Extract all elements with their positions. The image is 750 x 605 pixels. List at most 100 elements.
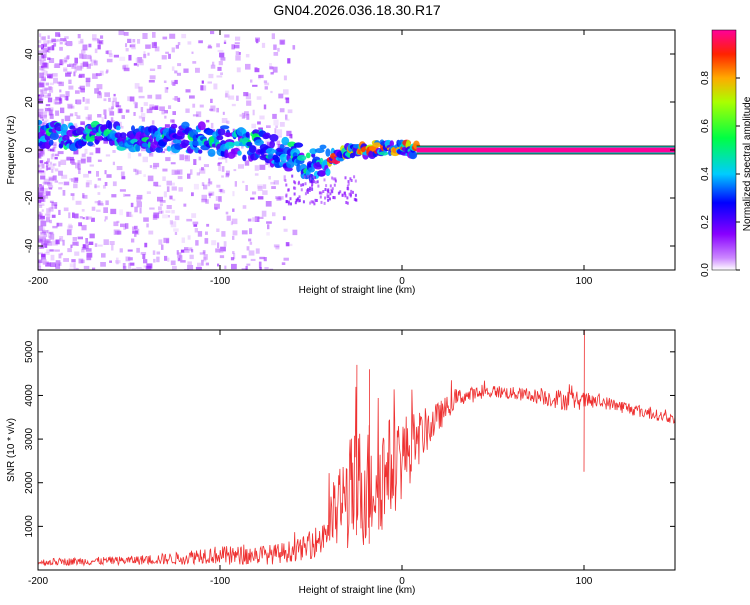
noise-speckle bbox=[97, 178, 102, 181]
noise-speckle bbox=[242, 180, 245, 184]
noise-speckle bbox=[241, 146, 244, 149]
y-tick-label: -20 bbox=[24, 190, 35, 205]
noise-speckle bbox=[192, 221, 199, 225]
noise-speckle bbox=[198, 40, 203, 44]
noise-speckle bbox=[205, 199, 209, 204]
noise-speckle bbox=[279, 108, 285, 113]
noise-speckle bbox=[64, 42, 67, 45]
noise-speckle bbox=[225, 157, 228, 163]
noise-speckle bbox=[139, 207, 142, 214]
noise-speckle bbox=[109, 260, 112, 263]
noise-speckle bbox=[169, 220, 173, 225]
noise-speckle bbox=[65, 91, 70, 97]
noise-speckle bbox=[304, 182, 307, 186]
noise-speckle bbox=[81, 209, 85, 212]
noise-speckle bbox=[78, 40, 84, 45]
snr-x-label: Height of straight line (km) bbox=[299, 585, 416, 596]
noise-speckle bbox=[104, 182, 108, 186]
noise-speckle bbox=[42, 121, 45, 127]
noise-speckle bbox=[306, 174, 309, 178]
noise-speckle bbox=[78, 258, 84, 264]
noise-speckle bbox=[221, 118, 228, 123]
noise-speckle bbox=[46, 214, 51, 218]
noise-speckle bbox=[130, 214, 134, 218]
noise-speckle bbox=[346, 184, 349, 188]
noise-speckle bbox=[285, 118, 290, 121]
noise-speckle bbox=[223, 241, 227, 247]
noise-speckle bbox=[203, 254, 208, 260]
noise-speckle bbox=[228, 95, 235, 100]
noise-speckle bbox=[63, 207, 69, 212]
noise-speckle bbox=[317, 184, 320, 188]
noise-speckle bbox=[210, 64, 216, 69]
noise-speckle bbox=[81, 224, 87, 231]
noise-speckle bbox=[73, 183, 78, 189]
noise-speckle bbox=[38, 203, 45, 206]
spectral-blob bbox=[325, 168, 331, 177]
noise-speckle bbox=[278, 93, 284, 99]
noise-speckle bbox=[51, 142, 57, 146]
noise-speckle bbox=[64, 36, 69, 39]
noise-speckle bbox=[329, 192, 332, 196]
noise-speckle bbox=[38, 218, 43, 221]
noise-speckle bbox=[65, 72, 71, 77]
spectral-blob bbox=[267, 153, 274, 160]
noise-speckle bbox=[259, 267, 262, 270]
noise-speckle bbox=[177, 42, 181, 46]
noise-speckle bbox=[38, 214, 43, 219]
noise-speckle bbox=[39, 205, 43, 208]
noise-speckle bbox=[80, 158, 86, 164]
noise-speckle bbox=[191, 51, 194, 54]
noise-speckle bbox=[140, 107, 144, 113]
noise-speckle bbox=[127, 152, 131, 159]
noise-speckle bbox=[128, 262, 132, 269]
noise-speckle bbox=[47, 229, 50, 234]
noise-speckle bbox=[257, 184, 263, 189]
noise-speckle bbox=[170, 119, 175, 123]
noise-speckle bbox=[133, 168, 137, 172]
noise-speckle bbox=[195, 67, 200, 73]
noise-speckle bbox=[159, 106, 165, 111]
noise-speckle bbox=[77, 236, 83, 240]
noise-speckle bbox=[75, 268, 80, 270]
noise-speckle bbox=[41, 243, 48, 248]
noise-speckle bbox=[232, 251, 235, 255]
noise-speckle bbox=[292, 45, 296, 50]
noise-speckle bbox=[136, 194, 143, 200]
noise-speckle bbox=[38, 151, 44, 157]
y-tick-label: 3000 bbox=[24, 428, 35, 451]
noise-speckle bbox=[145, 44, 151, 49]
noise-speckle bbox=[329, 197, 331, 201]
noise-speckle bbox=[304, 192, 307, 196]
noise-speckle bbox=[39, 160, 44, 164]
noise-speckle bbox=[346, 196, 349, 200]
noise-speckle bbox=[41, 76, 46, 81]
noise-speckle bbox=[72, 212, 75, 218]
noise-speckle bbox=[39, 184, 42, 187]
noise-speckle bbox=[132, 230, 138, 234]
noise-speckle bbox=[61, 118, 64, 125]
y-tick-label: 4000 bbox=[24, 384, 35, 407]
noise-speckle bbox=[62, 239, 65, 246]
x-tick-label: 0 bbox=[399, 576, 405, 587]
noise-speckle bbox=[187, 41, 192, 45]
noise-speckle bbox=[169, 142, 174, 146]
noise-speckle bbox=[91, 206, 96, 211]
noise-speckle bbox=[60, 107, 65, 114]
noise-speckle bbox=[206, 119, 210, 123]
noise-speckle bbox=[311, 185, 313, 189]
noise-speckle bbox=[43, 53, 47, 58]
noise-speckle bbox=[217, 162, 221, 166]
noise-speckle bbox=[95, 73, 102, 76]
noise-speckle bbox=[47, 148, 52, 152]
noise-speckle bbox=[38, 122, 42, 128]
noise-speckle bbox=[68, 268, 75, 270]
noise-speckle bbox=[175, 44, 179, 49]
noise-speckle bbox=[44, 119, 49, 122]
noise-speckle bbox=[207, 182, 211, 187]
noise-speckle bbox=[49, 148, 54, 152]
noise-speckle bbox=[48, 207, 54, 212]
noise-speckle bbox=[40, 231, 46, 235]
noise-speckle bbox=[97, 92, 102, 99]
noise-speckle bbox=[164, 255, 168, 261]
